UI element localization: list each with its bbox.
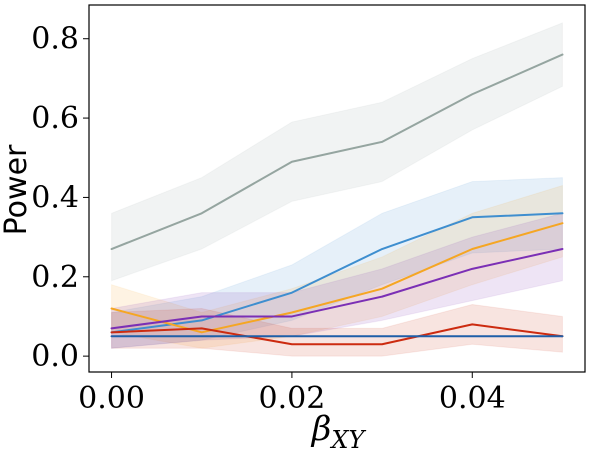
series-2-line xyxy=(110,212,564,334)
y-tick-label: 0.6 xyxy=(31,101,79,136)
x-axis-label-symbol: β xyxy=(310,409,332,449)
y-tick-label: 0.0 xyxy=(31,339,79,374)
y-tick-label: 0.2 xyxy=(31,260,79,295)
series-lines xyxy=(110,53,564,346)
series-5-line xyxy=(110,323,564,346)
x-tick-label: 0.04 xyxy=(439,381,506,416)
series-1-line xyxy=(110,53,564,251)
y-tick-label: 0.8 xyxy=(31,22,79,57)
series-4-line xyxy=(110,248,564,330)
x-axis: 0.00 0.02 0.04 xyxy=(78,372,506,416)
plot-frame xyxy=(88,4,586,373)
y-tick-label: 0.4 xyxy=(31,180,79,215)
x-tick-label: 0.00 xyxy=(78,381,145,416)
y-axis: 0.0 0.2 0.4 0.6 0.8 xyxy=(31,22,89,374)
y-axis-label: Power xyxy=(0,144,34,235)
x-axis-label-subscript: XY xyxy=(329,426,366,453)
x-tick-label: 0.02 xyxy=(259,381,326,416)
x-axis-label: βXY xyxy=(310,409,367,453)
